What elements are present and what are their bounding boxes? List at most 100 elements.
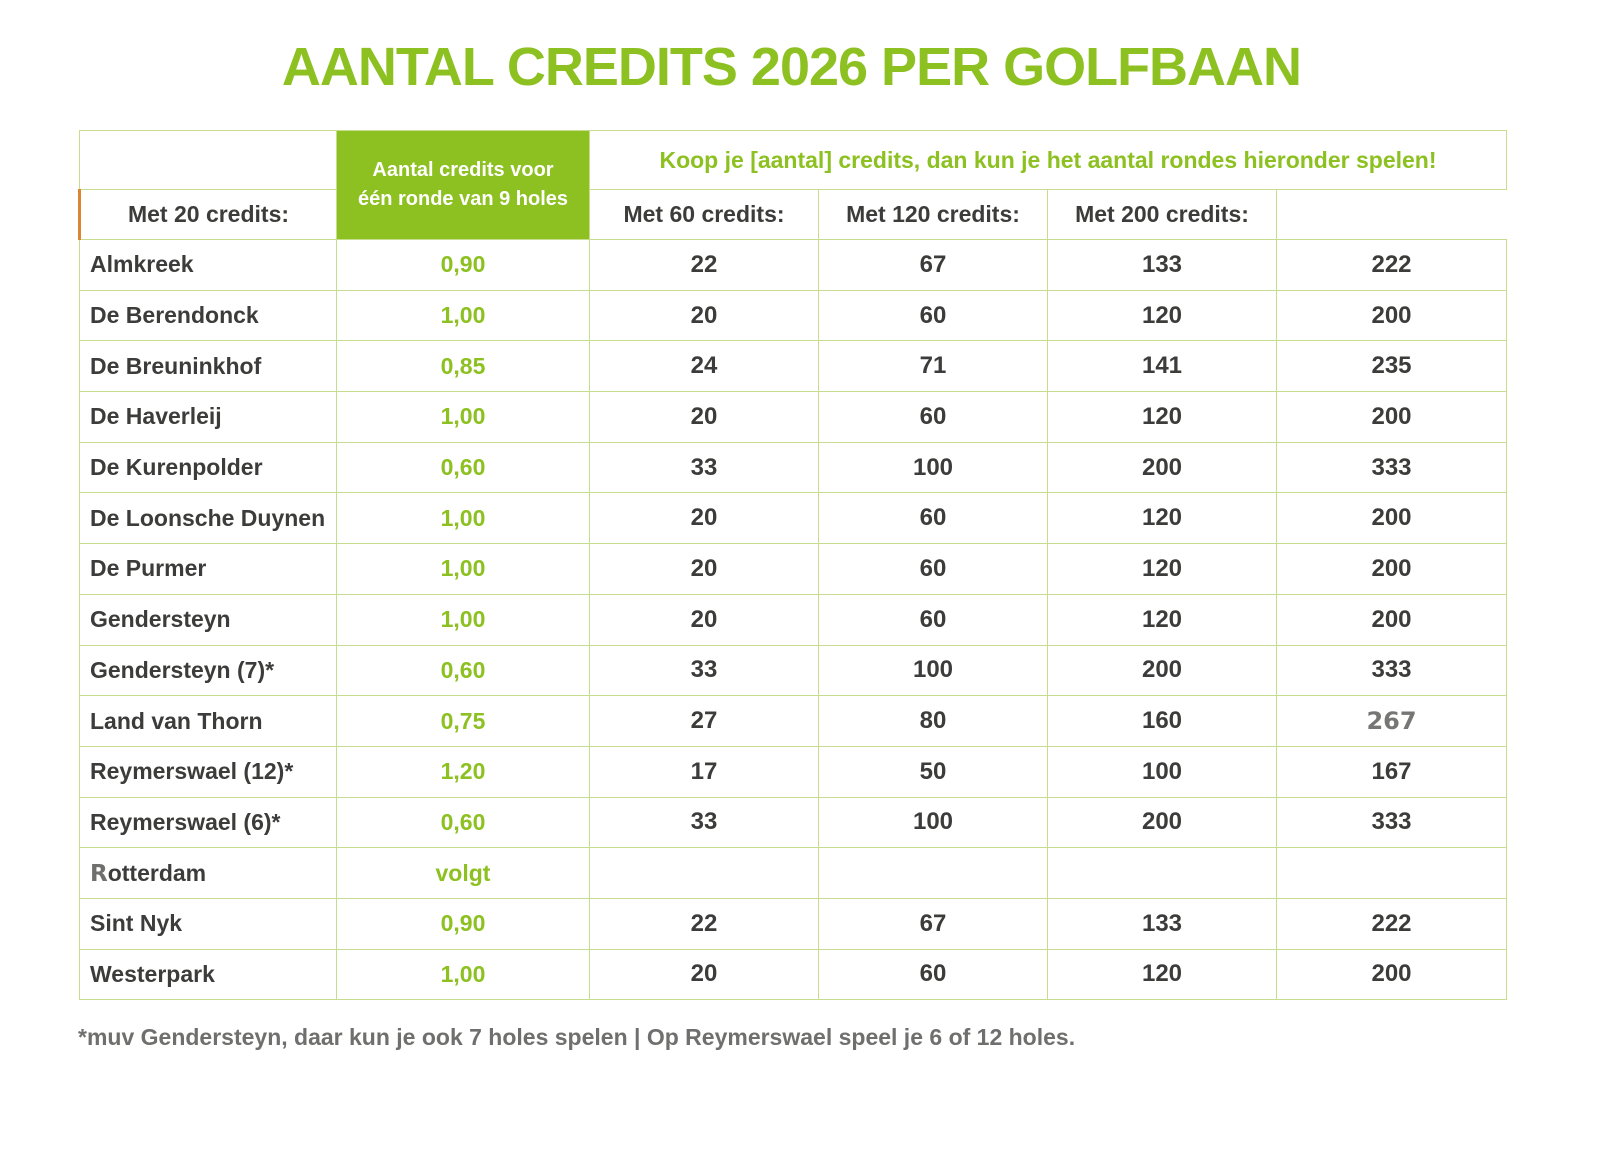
credits-per-round: 0,60 [336,796,590,849]
table-row: Rotterdam volgt [79,847,1507,899]
credits-per-round: 0,60 [336,441,590,494]
credits-per-round: 1,00 [336,391,590,443]
rounds-value: 80 [818,695,1048,747]
rounds-value: 100 [818,644,1048,697]
rounds-value: 200 [1047,441,1277,494]
rounds-value: 20 [589,948,819,1001]
corner-blank-cell [79,130,337,190]
rounds-value: 160 [1047,695,1277,747]
credits-per-round: 0,75 [336,695,590,747]
rounds-value: 60 [818,391,1048,443]
footnote: *muv Gendersteyn, daar kun je ook 7 hole… [78,1024,1076,1051]
rounds-value: 20 [589,289,819,342]
course-name-rest: otterdam [107,859,207,886]
rounds-value: 33 [589,441,819,494]
rounds-value: 133 [1047,239,1277,291]
course-name: De Breuninkhof [79,340,337,393]
rounds-value: 333 [1276,441,1507,494]
table-row: De Purmer 1,00 20 60 120 200 [79,543,1507,595]
rounds-value [818,847,1048,899]
rounds-value: 17 [589,745,819,798]
rounds-value: 200 [1276,391,1507,443]
rounds-value: 20 [589,492,819,545]
table-row: Reymerswael (6)* 0,60 33 100 200 333 [79,796,1507,849]
table-row: Sint Nyk 0,90 22 67 133 222 [79,897,1507,950]
table-body: Almkreek 0,90 22 67 133 222 De Berendonck 1,00 2… [79,239,1507,1001]
rounds-value: 120 [1047,492,1277,545]
credits-per-round: 1,20 [336,745,590,798]
table-row: Reymerswael (12)* 1,20 17 50 100 167 [79,745,1507,798]
rounds-value: 50 [818,745,1048,798]
rounds-value: 200 [1047,796,1277,849]
rounds-value: 141 [1047,340,1277,393]
rounds-value: 67 [818,239,1048,291]
column-header-120-credits: Met 120 credits: [818,189,1048,240]
table-row: Gendersteyn (7)* 0,60 33 100 200 333 [79,644,1507,697]
credits-table-container: Aantal credits voor één ronde van 9 hole… [78,130,1600,1001]
course-name-muted-prefix: R [90,860,108,887]
rounds-value: 267 [1276,695,1507,747]
table-row: De Loonsche Duynen 1,00 20 60 120 200 [79,492,1507,545]
rounds-value: 200 [1276,289,1507,342]
course-name: De Berendonck [79,289,337,342]
credits-per-round: 1,00 [336,492,590,545]
rounds-value [1276,847,1507,899]
credits-per-round: volgt [336,847,590,899]
credits-table: Aantal credits voor één ronde van 9 hole… [78,130,1507,1001]
credits-per-round: 1,00 [336,593,590,646]
course-name: Reymerswael (12)* [79,745,337,798]
course-name: De Kurenpolder [79,441,337,494]
rounds-value: 120 [1047,289,1277,342]
rounds-value: 120 [1047,543,1277,595]
credits-per-round: 1,00 [336,289,590,342]
header-row-columns: Met 20 credits: Met 60 credits: Met 120 … [78,189,1507,240]
table-row: Gendersteyn 1,00 20 60 120 200 [79,593,1507,646]
course-name: Gendersteyn [79,593,337,646]
rounds-value: 120 [1047,948,1277,1001]
rounds-value: 71 [818,340,1048,393]
rounds-value: 60 [818,289,1048,342]
course-name: De Purmer [79,543,337,595]
column-header-20-credits: Met 20 credits: [78,189,337,240]
column-header-200-credits: Met 200 credits: [1047,189,1277,240]
rounds-value: 33 [589,796,819,849]
credits-column-header: Aantal credits voor één ronde van 9 hole… [336,130,590,240]
table-row: Almkreek 0,90 22 67 133 222 [79,239,1507,291]
header-row-top: Aantal credits voor één ronde van 9 hole… [79,130,1507,240]
column-header-60-credits: Met 60 credits: [589,189,819,240]
course-name: De Haverleij [79,391,337,443]
credits-per-round: 0,90 [336,239,590,291]
credits-per-round: 0,60 [336,644,590,697]
rounds-value: 100 [1047,745,1277,798]
credits-per-round: 1,00 [336,948,590,1001]
credits-per-round: 0,90 [336,897,590,950]
credits-per-round: 0,85 [336,340,590,393]
course-name: Rotterdam [79,847,337,899]
table-row: De Breuninkhof 0,85 24 71 141 235 [79,340,1507,393]
course-name: Sint Nyk [79,897,337,950]
rounds-value: 60 [818,593,1048,646]
rounds-value: 27 [589,695,819,747]
rounds-value: 133 [1047,897,1277,950]
rounds-value: 33 [589,644,819,697]
course-name: Gendersteyn (7)* [79,644,337,697]
rounds-value: 60 [818,492,1048,545]
table-row: Land van Thorn 0,75 27 80 160 267 [79,695,1507,747]
rounds-value: 200 [1276,948,1507,1001]
rounds-value: 100 [818,441,1048,494]
rounds-value: 20 [589,543,819,595]
rounds-value: 167 [1276,745,1507,798]
rounds-value: 235 [1276,340,1507,393]
rounds-value: 67 [818,897,1048,950]
rounds-value: 333 [1276,644,1507,697]
rounds-value: 120 [1047,391,1277,443]
rounds-value: 22 [589,239,819,291]
course-name: De Loonsche Duynen [79,492,337,545]
table-row: De Kurenpolder 0,60 33 100 200 333 [79,441,1507,494]
course-name: Almkreek [79,239,337,291]
rounds-value: 200 [1276,543,1507,595]
page-title: AANTAL CREDITS 2026 PER GOLFBAAN [281,37,1302,97]
rounds-value: 333 [1276,796,1507,849]
rounds-value: 120 [1047,593,1277,646]
credits-column-header-line1: Aantal credits voor [372,159,554,181]
